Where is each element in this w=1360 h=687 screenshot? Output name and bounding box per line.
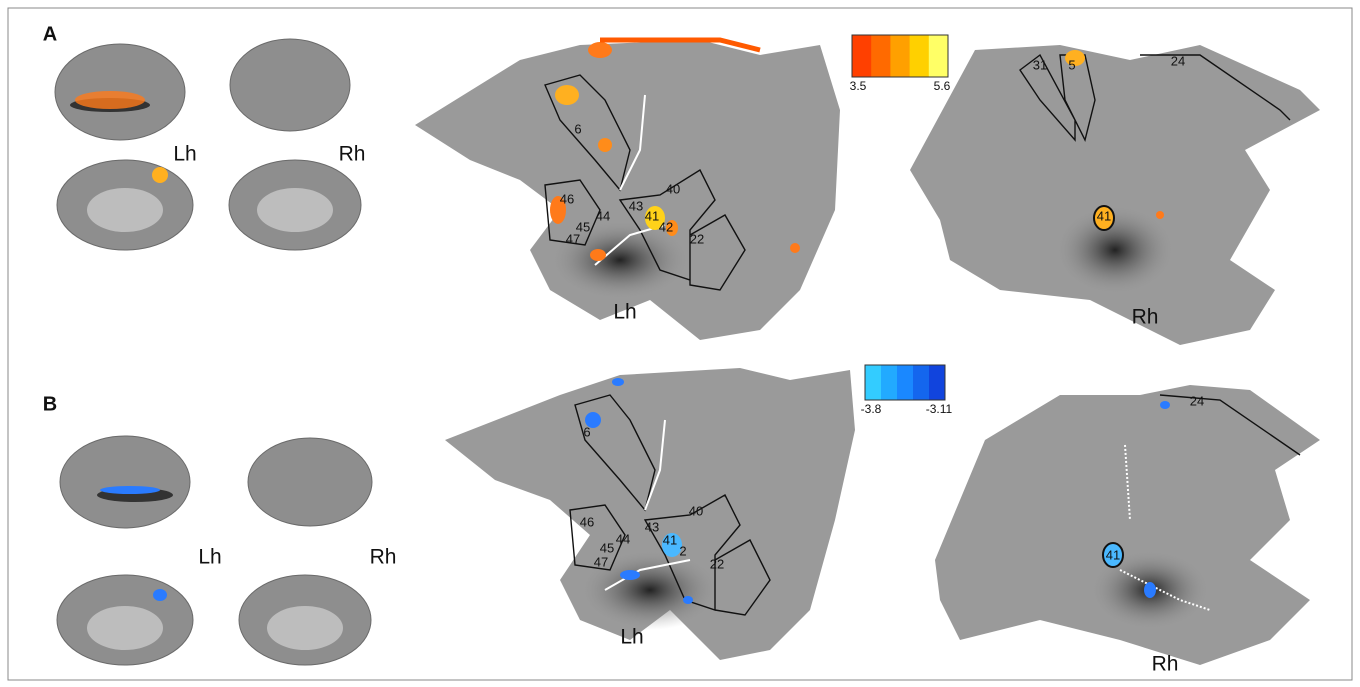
- colorbar-swatch: [913, 365, 930, 400]
- area-label: 40: [666, 181, 680, 196]
- area-label: 47: [594, 554, 608, 569]
- area-label: 46: [580, 514, 594, 529]
- area-label: 43: [629, 198, 643, 213]
- flatmap-label: Lh: [620, 626, 643, 649]
- colorbar-swatch: [890, 35, 910, 77]
- colorbar-swatch: [929, 365, 946, 400]
- area-label: 2: [679, 543, 686, 558]
- area-label: 42: [659, 219, 673, 234]
- area-label: 46: [560, 191, 574, 206]
- flatmap-label: Rh: [1132, 306, 1159, 329]
- colorbar-swatch: [881, 365, 898, 400]
- colorbar-swatch: [865, 365, 882, 400]
- area-label: 41: [663, 532, 677, 547]
- colorbar-swatch: [852, 35, 872, 77]
- area-label: 22: [710, 556, 724, 571]
- area-label: 41: [1106, 547, 1120, 562]
- hemisphere-label: Rh: [339, 143, 366, 166]
- figure: ALhRhLhRh646444547434142402231524413.55.…: [0, 0, 1360, 687]
- colorbar-min: 3.5: [850, 79, 867, 93]
- panel-label: A: [43, 23, 57, 45]
- colorbar-swatch: [929, 35, 949, 77]
- hemisphere-label: Lh: [173, 143, 196, 166]
- area-label: 31: [1033, 57, 1047, 72]
- area-label: 41: [1097, 208, 1111, 223]
- hemisphere-label: Rh: [370, 546, 397, 569]
- colorbar-min: -3.8: [861, 402, 882, 416]
- area-label: 43: [645, 519, 659, 534]
- area-label: 44: [596, 208, 610, 223]
- area-label: 45: [600, 540, 614, 555]
- area-label: 24: [1190, 393, 1204, 408]
- colorbar-swatch: [910, 35, 930, 77]
- area-label: 47: [566, 231, 580, 246]
- flatmap-label: Rh: [1152, 653, 1179, 676]
- area-label: 41: [645, 208, 659, 223]
- colorbar-swatch: [897, 365, 914, 400]
- flatmap-label: Lh: [613, 301, 636, 324]
- area-label: 6: [583, 424, 590, 439]
- area-label: 40: [689, 503, 703, 518]
- area-label: 5: [1068, 57, 1075, 72]
- hemisphere-label: Lh: [198, 546, 221, 569]
- colorbar-max: 5.6: [934, 79, 951, 93]
- area-label: 24: [1171, 53, 1185, 68]
- colorbar-max: -3.11: [926, 402, 953, 416]
- area-label: 22: [690, 231, 704, 246]
- colorbar-swatch: [871, 35, 891, 77]
- panel-label: B: [43, 393, 57, 415]
- area-label: 6: [574, 121, 581, 136]
- area-label: 44: [616, 531, 630, 546]
